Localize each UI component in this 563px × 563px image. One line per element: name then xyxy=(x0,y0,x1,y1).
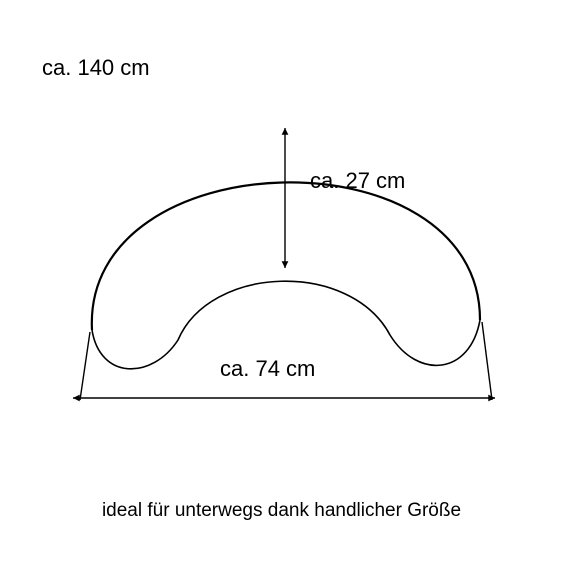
caption-text: ideal für unterwegs dank handlicher Größ… xyxy=(0,500,563,522)
height-label: ca. 27 cm xyxy=(310,168,405,194)
pillow-outer-arc xyxy=(92,182,480,330)
diagram-container: ca. 140 cm ca. 27 cm ca. 74 cm ideal für… xyxy=(0,0,563,563)
pillow-dimension-svg xyxy=(0,0,563,563)
width-tick-right xyxy=(482,322,492,400)
width-label: ca. 74 cm xyxy=(220,356,315,382)
circumference-label: ca. 140 cm xyxy=(42,55,150,81)
width-tick-left xyxy=(80,332,90,400)
